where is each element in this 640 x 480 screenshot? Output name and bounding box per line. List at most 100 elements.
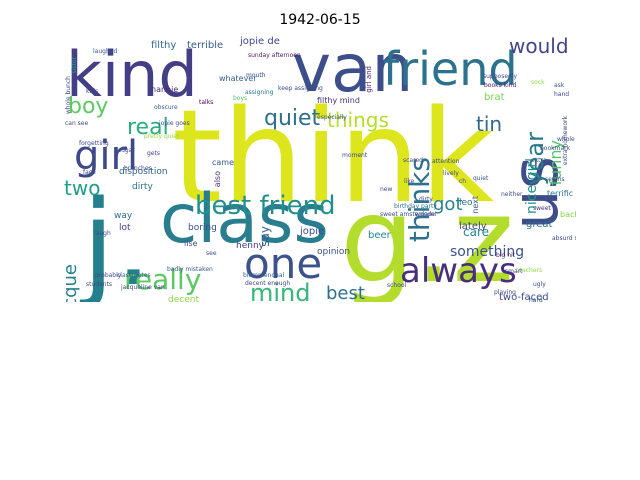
cloud-word: class xyxy=(160,180,329,259)
cloud-word: tin xyxy=(476,112,503,136)
cloud-word: really xyxy=(124,263,202,296)
cloud-word: can see xyxy=(65,120,89,127)
cloud-word: filthy xyxy=(151,40,177,51)
cloud-word: face xyxy=(83,169,96,176)
cloud-word: mouth xyxy=(246,72,266,79)
figure-title: 1942-06-15 xyxy=(279,12,361,28)
cloud-word: sweet amsterdam xyxy=(380,211,435,218)
cloud-word: ask xyxy=(554,82,565,89)
cloud-word: hard xyxy=(529,297,543,303)
cloud-word: especially xyxy=(317,114,347,121)
cloud-word: extra xyxy=(531,157,547,164)
cloud-word: best xyxy=(326,283,365,303)
cloud-word: mind xyxy=(250,279,311,302)
cloud-word: great xyxy=(526,219,553,230)
cloud-word: jacque xyxy=(64,264,81,302)
cloud-word: terrible xyxy=(187,40,224,51)
cloud-word: scared xyxy=(403,157,423,164)
cloud-word: boys xyxy=(233,95,248,102)
cloud-word: van xyxy=(292,36,414,107)
word-cloud: think g.z j. class van kind us friend always one r… xyxy=(64,36,576,302)
cloud-word: dirty xyxy=(419,196,433,203)
cloud-word: lately xyxy=(459,221,487,232)
cloud-word: absurd stories xyxy=(552,235,576,242)
cloud-word: kind xyxy=(66,38,198,111)
cloud-word: talks xyxy=(199,99,214,106)
cloud-word: jopie de xyxy=(240,36,280,47)
cloud-word: opinion xyxy=(317,247,351,257)
cloud-word: jopie goes xyxy=(159,120,190,127)
cloud-word: neither xyxy=(501,191,523,198)
cloud-word: two xyxy=(64,176,101,200)
cloud-word: sock xyxy=(531,79,545,86)
cloud-word: like xyxy=(404,178,415,185)
cloud-word: dirty xyxy=(132,182,153,192)
cloud-word: j. xyxy=(82,174,153,302)
cloud-word: quiet xyxy=(473,175,489,182)
cloud-word: ilse xyxy=(184,239,198,248)
cloud-word: teachers xyxy=(516,267,543,274)
cloud-word: jopie xyxy=(300,226,325,237)
cloud-word: would xyxy=(509,36,569,58)
cloud-word: obscure xyxy=(154,104,178,111)
cloud-word: hand xyxy=(554,91,570,98)
cloud-word: jacqueline van xyxy=(121,284,165,291)
cloud-word: badly mistaken xyxy=(167,266,213,273)
cloud-word: quiet xyxy=(264,106,321,131)
cloud-word: sister xyxy=(71,57,78,74)
cloud-word: care xyxy=(463,225,490,239)
cloud-word: girl xyxy=(74,133,139,179)
cloud-word: think xyxy=(172,83,495,232)
cloud-word: big hit xyxy=(496,252,516,259)
cloud-word: see xyxy=(206,250,217,257)
cloud-word: terrific xyxy=(547,189,574,198)
cloud-word: decent enough xyxy=(245,280,291,287)
cloud-word: girl and xyxy=(365,66,373,93)
cloud-word: lot xyxy=(119,223,131,233)
cloud-word: things xyxy=(327,108,389,132)
cloud-word: pretty quiet xyxy=(144,133,180,140)
cloud-word: birthday party xyxy=(394,203,437,210)
cloud-word: friend xyxy=(383,42,518,96)
cloud-word: kids xyxy=(86,88,99,95)
cloud-word: attention xyxy=(432,158,460,165)
cloud-word: supposedly xyxy=(483,73,518,80)
cloud-word: came xyxy=(212,158,235,167)
cloud-word: sweet xyxy=(533,205,551,212)
cloud-word: also xyxy=(213,171,222,188)
cloud-word: g.z xyxy=(340,171,515,302)
cloud-word: way xyxy=(114,211,133,221)
cloud-word: keep assigning xyxy=(278,85,323,92)
cloud-word: two-faced xyxy=(499,292,549,303)
cloud-word: new xyxy=(380,186,393,193)
cloud-word: something xyxy=(450,244,525,260)
cloud-word: next xyxy=(471,196,480,214)
cloud-word: bookmark xyxy=(540,145,571,152)
cloud-word: nannie xyxy=(151,85,179,94)
cloud-word: boy xyxy=(68,94,109,119)
cloud-word: always xyxy=(400,251,517,291)
cloud-word: assigning xyxy=(245,89,274,96)
cloud-word: moment xyxy=(342,152,368,159)
cloud-word: probably xyxy=(95,272,122,279)
cloud-word: one xyxy=(244,239,323,288)
cloud-word: seems xyxy=(545,176,565,183)
cloud-word: branches xyxy=(124,165,152,172)
cloud-word: students xyxy=(86,281,113,288)
cloud-word: leo xyxy=(459,198,473,208)
cloud-word: best friend xyxy=(195,191,336,221)
cloud-word: ch xyxy=(459,178,467,185)
cloud-word: real xyxy=(127,115,169,140)
cloud-word: books kind xyxy=(484,82,517,89)
cloud-word: playing xyxy=(494,289,516,296)
cloud-word: lively xyxy=(443,170,459,177)
cloud-word: beer xyxy=(368,230,391,241)
cloud-word: boring xyxy=(188,223,217,233)
cloud-word: sunday afternoon xyxy=(248,52,301,59)
cloud-word: gets xyxy=(147,150,160,157)
cloud-word: decent xyxy=(168,295,199,303)
cloud-word: laugh xyxy=(94,230,111,237)
cloud-word: back xyxy=(560,210,576,219)
cloud-word: henny xyxy=(236,241,264,251)
